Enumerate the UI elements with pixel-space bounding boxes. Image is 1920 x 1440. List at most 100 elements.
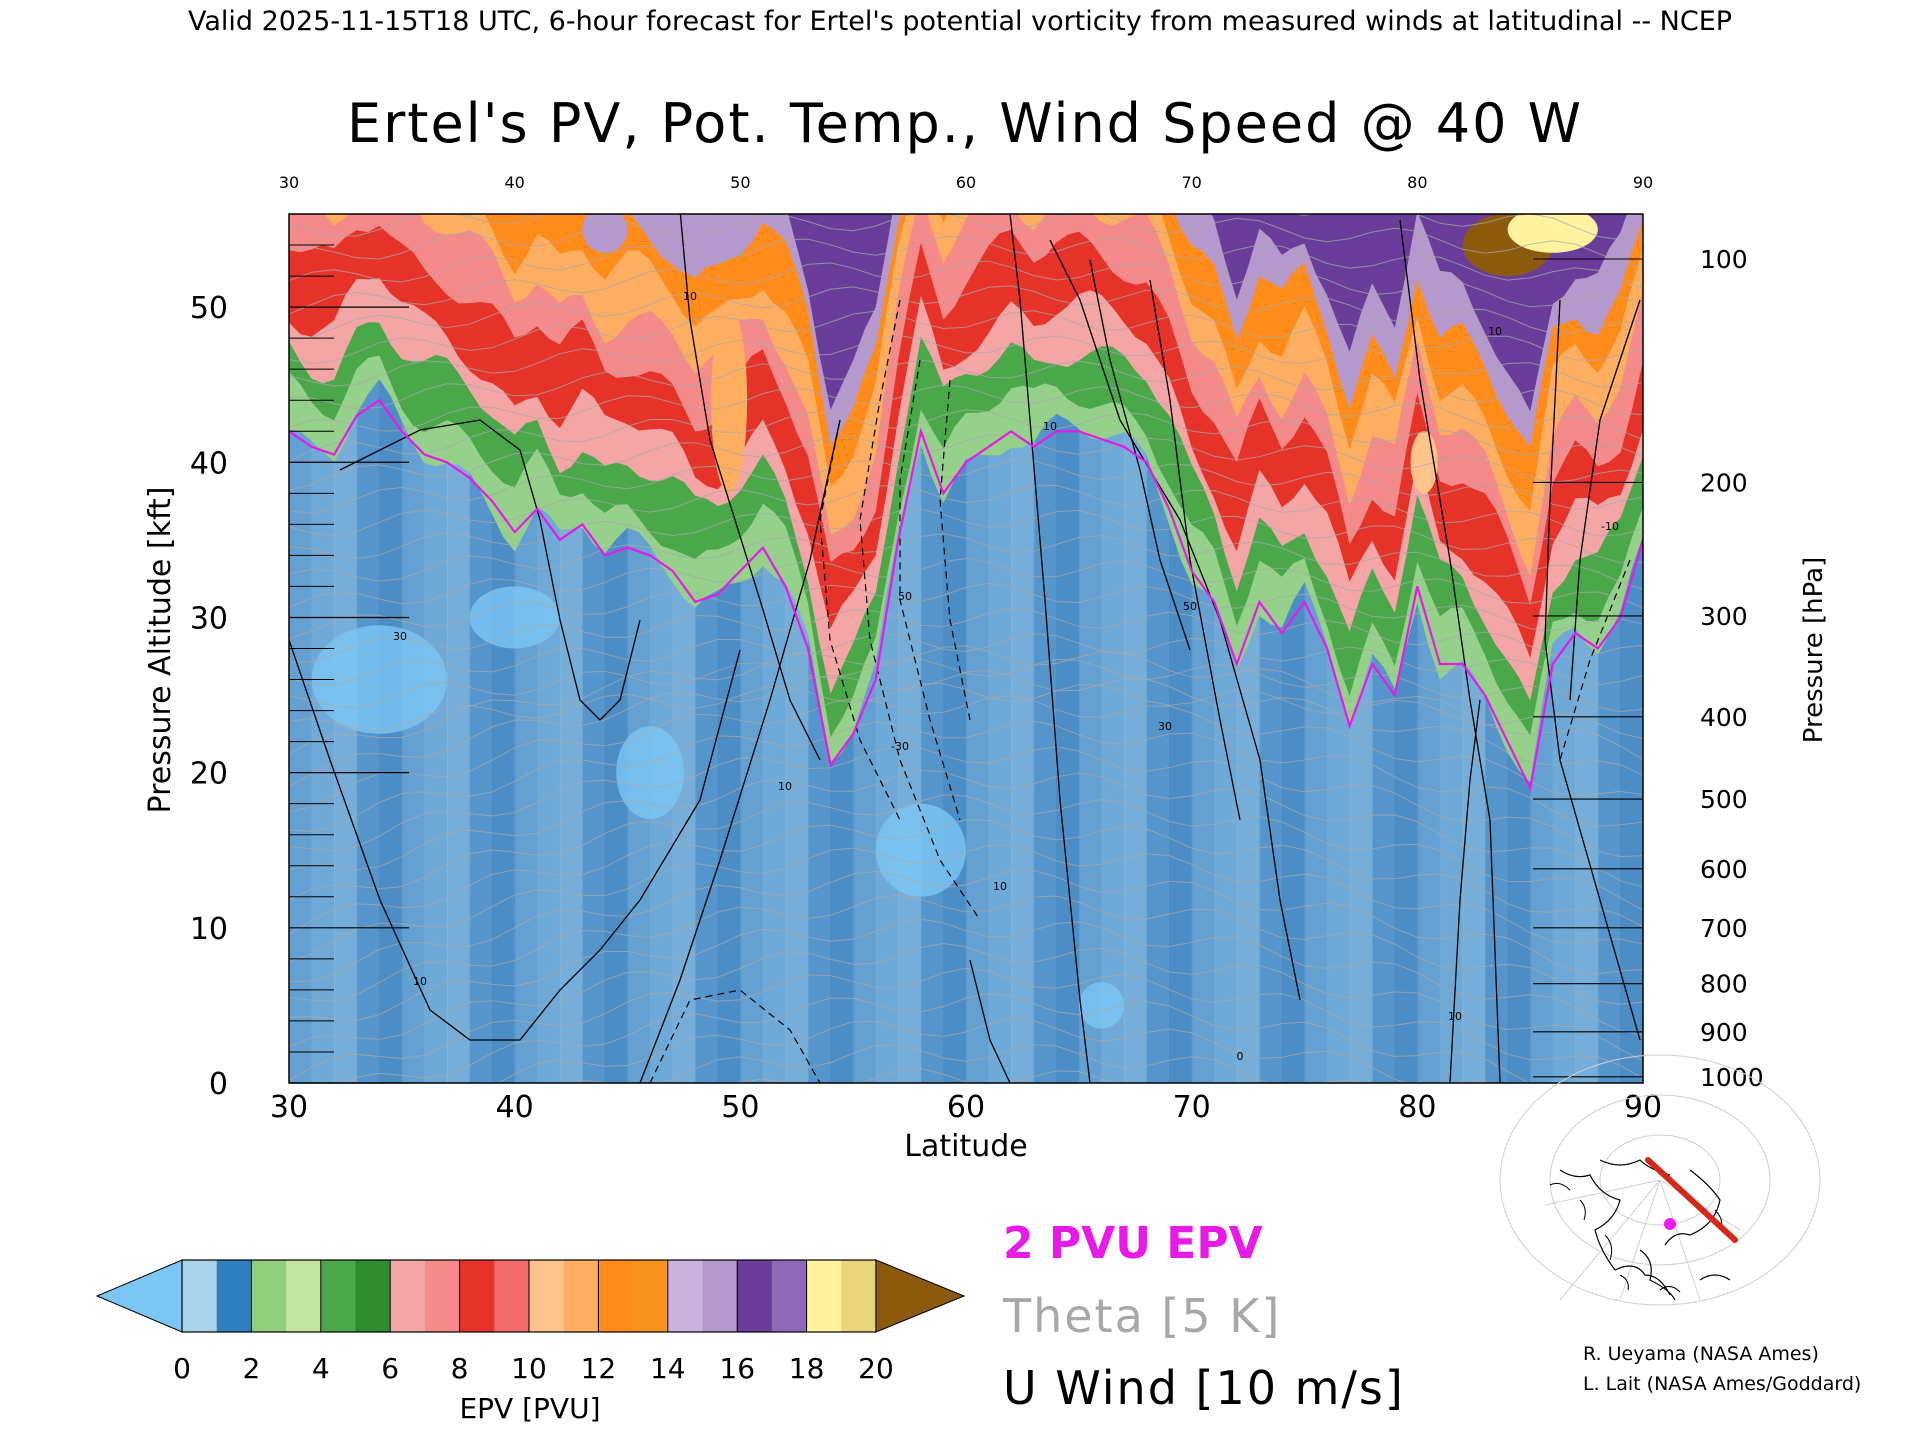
u-wind-contour-label: 30 <box>1158 720 1172 733</box>
colorbar-segment <box>598 1260 634 1332</box>
theta-contour <box>289 869 1643 982</box>
u-wind-contour-label: 10 <box>1043 420 1057 433</box>
colorbar-segment <box>563 1260 599 1332</box>
y-tick-label: 0 <box>209 1067 228 1102</box>
pressure-tick-label: 1000 <box>1700 1063 1764 1092</box>
theta-contour <box>289 582 1643 640</box>
x-tick-label-top: 90 <box>1633 173 1653 192</box>
x-tick-label: 80 <box>1398 1090 1436 1125</box>
theta-contour <box>289 645 1643 760</box>
u-wind-contour <box>1049 239 1301 1001</box>
pressure-tick-label: 100 <box>1700 245 1748 274</box>
theta-contour <box>289 819 1643 935</box>
theta-contour <box>289 682 1643 739</box>
theta-contour <box>289 745 1643 858</box>
x-tick-label-top: 40 <box>504 173 524 192</box>
colorbar-segment <box>771 1260 808 1332</box>
colorbar-segment <box>251 1260 287 1332</box>
u-wind-contour <box>639 419 841 1083</box>
colorbar-segment <box>806 1260 842 1332</box>
pressure-tick-label: 400 <box>1700 703 1748 732</box>
u-wind-contour <box>1544 299 1641 1041</box>
y-tick-label: 20 <box>190 757 228 792</box>
u-wind-contour-label: 10 <box>778 780 792 793</box>
pressure-tick-label: 900 <box>1700 1018 1748 1047</box>
theta-contour <box>289 720 1643 832</box>
theta-contour <box>289 633 1643 686</box>
u-wind-contour-label: 50 <box>898 590 912 603</box>
inset-map <box>1499 1054 1821 1306</box>
x-tick-label: 60 <box>947 1090 985 1125</box>
u-wind-contour-label: -30 <box>891 740 909 753</box>
theta-contour <box>289 384 1643 440</box>
x-tick-label-top: 50 <box>730 173 750 192</box>
u-wind-contour <box>1449 699 1481 1083</box>
theta-contour <box>289 285 1643 342</box>
pressure-tick-label: 500 <box>1700 785 1748 814</box>
u-wind-contour-label: 10 <box>993 880 1007 893</box>
colorbar: 0 2 4 6 8 10 12 14 16 18 20 <box>95 1259 966 1385</box>
colorbar-tick-label: 12 <box>581 1352 617 1385</box>
pressure-tick-label: 600 <box>1700 855 1748 884</box>
colorbar-tick-label: 10 <box>511 1352 547 1385</box>
chart-title: Ertel's PV, Pot. Temp., Wind Speed @ 40 … <box>347 92 1583 155</box>
colorbar-segment <box>390 1260 426 1332</box>
u-wind-contour <box>1569 299 1641 701</box>
u-wind-contour-label: -10 <box>1601 520 1619 533</box>
u-wind-contour <box>1149 279 1241 821</box>
theta-contour <box>289 310 1643 365</box>
x-tick-label: 40 <box>496 1090 534 1125</box>
theta-contour <box>289 658 1643 713</box>
pv-patch <box>1078 982 1124 1029</box>
pv-patch <box>875 803 966 897</box>
theta-contour <box>289 409 1643 462</box>
theta-contour <box>289 214 1643 268</box>
pv-hotspot <box>1507 214 1598 253</box>
colorbar-segment <box>633 1260 669 1332</box>
x-tick-label: 30 <box>270 1090 308 1125</box>
colorbar-segment <box>424 1260 461 1332</box>
x-axis-label: Latitude <box>904 1129 1027 1164</box>
legend-pvu: 2 PVU EPV <box>1003 1218 1263 1269</box>
u-wind-contour-label: 10 <box>1448 1010 1462 1023</box>
pvu-2-line <box>289 398 1643 792</box>
u-wind-contour <box>339 419 641 721</box>
pv-patch <box>469 586 560 649</box>
colorbar-tick-label: 4 <box>312 1352 330 1385</box>
u-wind-contour <box>1009 214 1091 1083</box>
theta-contour <box>289 844 1643 963</box>
x-tick-label: 50 <box>721 1090 759 1125</box>
theta-contour <box>565 1044 1366 1083</box>
y-axis-label-right: Pressure [hPa] <box>1799 557 1829 744</box>
theta-contour <box>737 1068 1112 1083</box>
pressure-tick-label: 200 <box>1700 468 1748 497</box>
credit-line-1: R. Ueyama (NASA Ames) <box>1583 1343 1819 1365</box>
u-wind-contour-label: 0 <box>1237 1050 1244 1063</box>
pressure-tick-label: 700 <box>1700 914 1748 943</box>
x-tick-label-top: 70 <box>1181 173 1201 192</box>
pv-hotspot <box>710 307 748 494</box>
colorbar-over-arrow <box>875 1259 966 1333</box>
colorbar-segment <box>702 1260 738 1332</box>
legend-theta: Theta [5 K] <box>1002 1289 1281 1343</box>
pressure-tick-label: 800 <box>1700 970 1748 999</box>
colorbar-segment <box>667 1260 703 1332</box>
theta-contour <box>289 533 1643 590</box>
theta-contour <box>289 942 1643 1062</box>
theta-contour <box>289 236 1643 290</box>
pv-band <box>289 214 1643 511</box>
u-wind-contour <box>1399 219 1501 1083</box>
colorbar-segment <box>216 1260 252 1332</box>
y-tick-label: 50 <box>190 291 228 326</box>
theta-contour <box>289 434 1643 491</box>
colorbar-segment <box>841 1260 877 1332</box>
u-wind-contour-label: 10 <box>683 290 697 303</box>
u-wind-contour-negative <box>649 989 821 1083</box>
colorbar-segment <box>286 1260 322 1332</box>
u-wind-contour-negative <box>899 359 961 821</box>
y-tick-label: 30 <box>190 601 228 636</box>
u-wind-contour-label: 10 <box>1488 325 1502 338</box>
colorbar-segment <box>355 1260 391 1332</box>
theta-contour <box>289 359 1643 416</box>
